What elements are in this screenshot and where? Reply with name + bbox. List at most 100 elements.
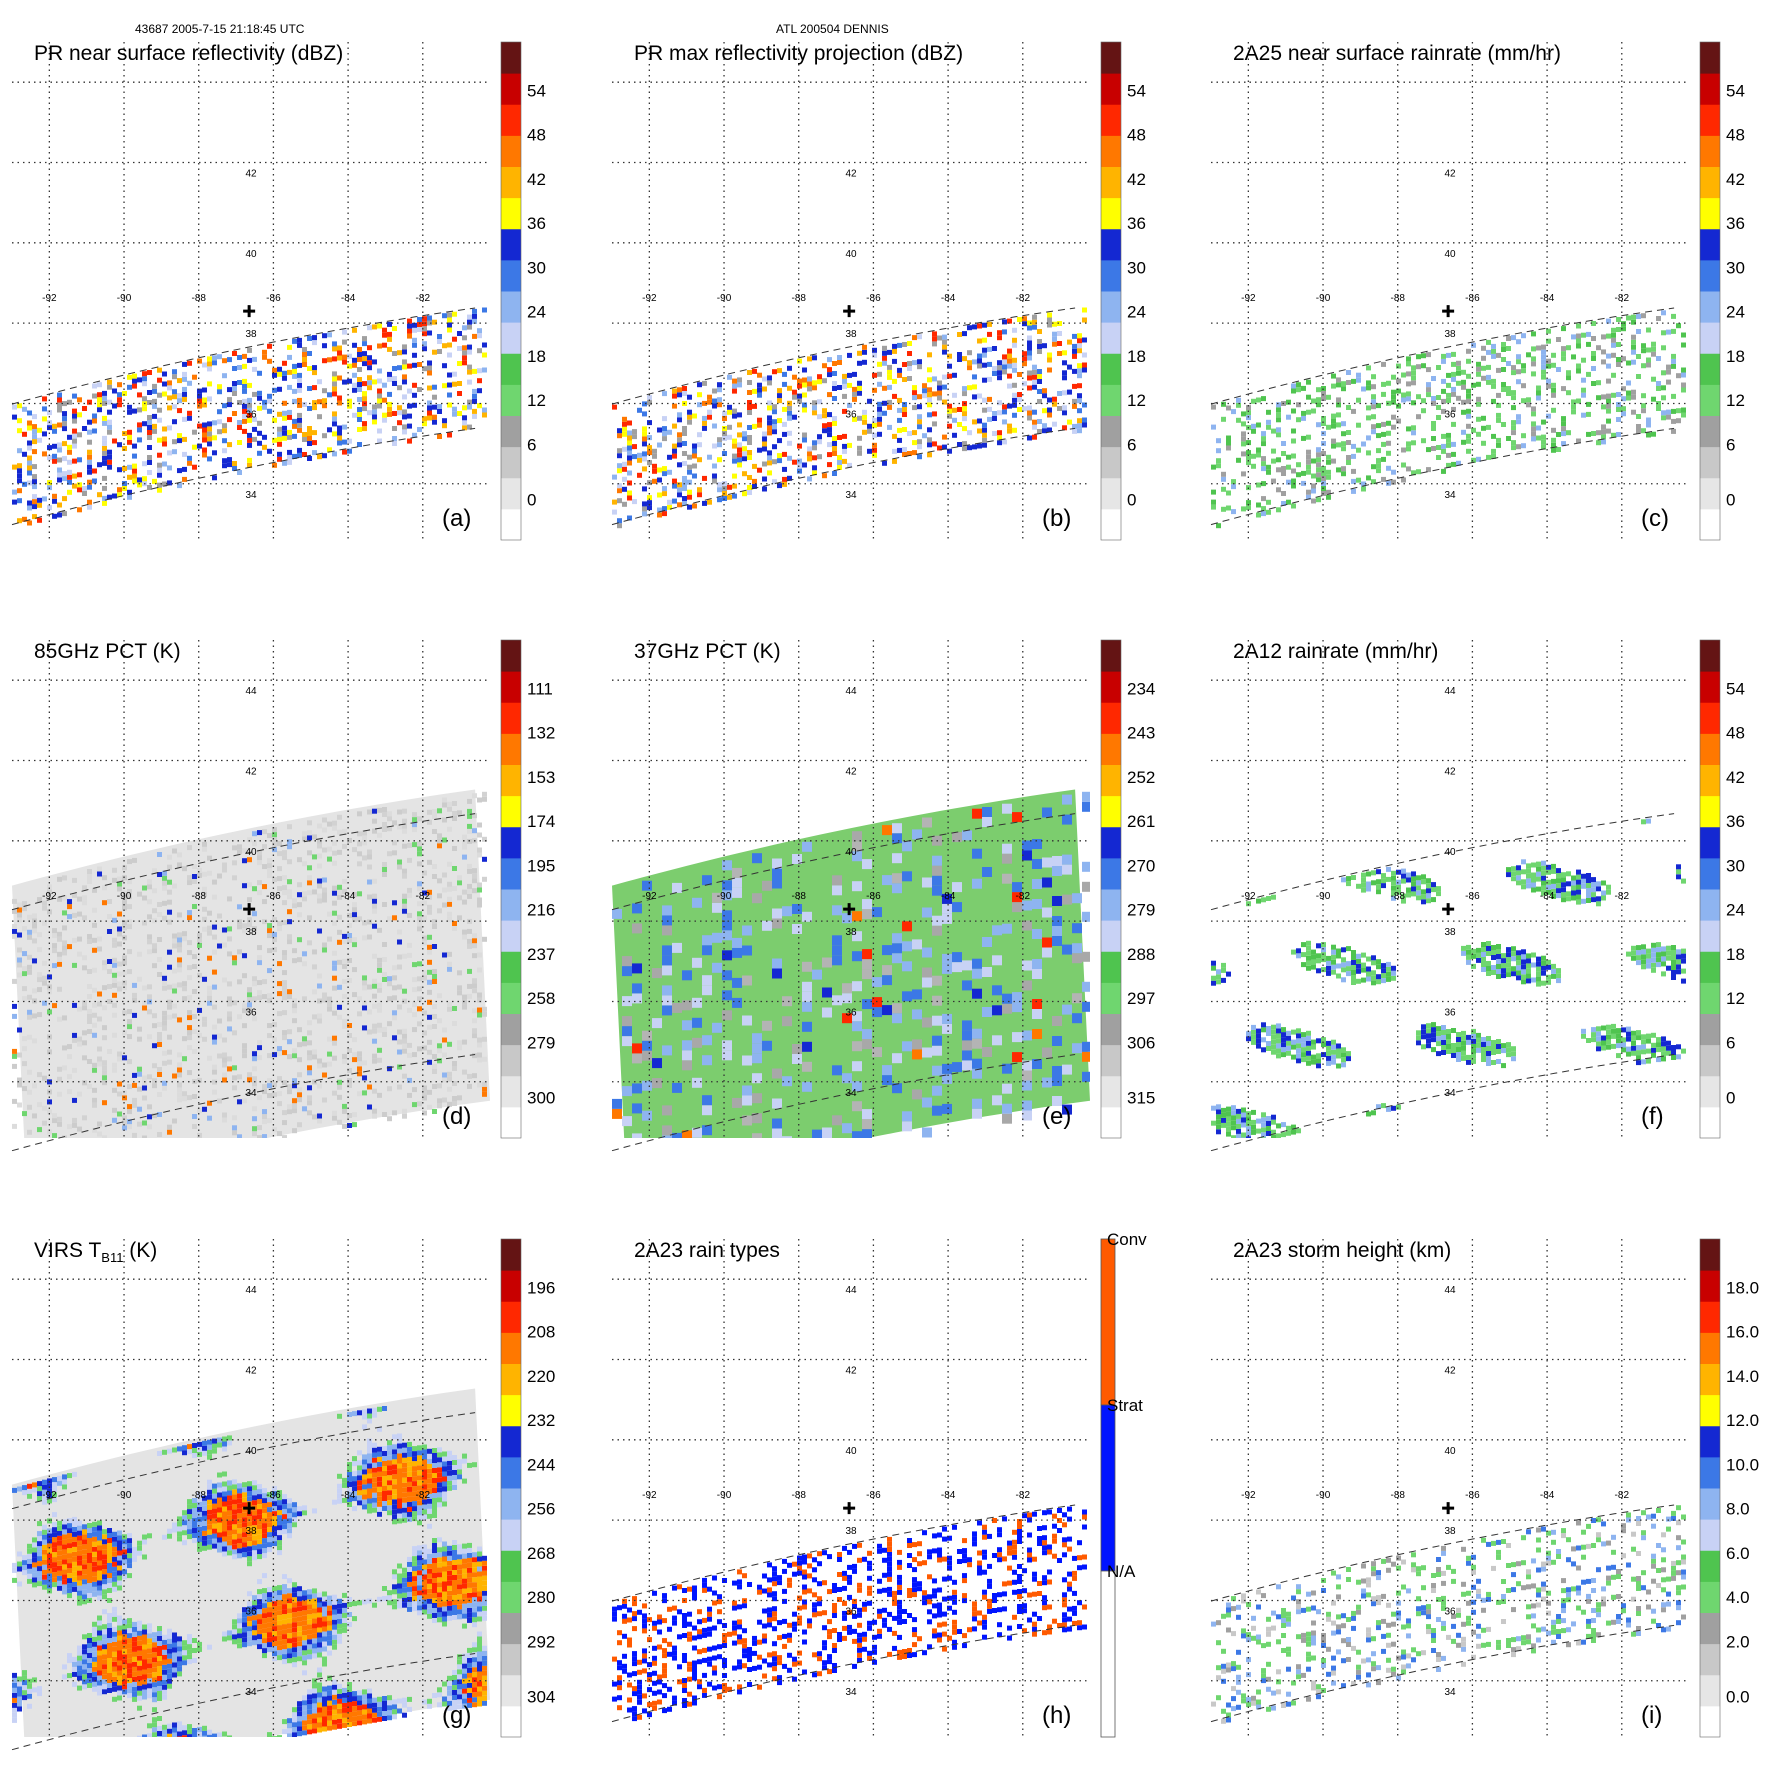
- field-pixel: [847, 372, 852, 378]
- field-pixel: [1216, 969, 1221, 975]
- field-pixel: [1221, 506, 1226, 512]
- field-pixel: [337, 889, 342, 895]
- field-pixel: [302, 352, 307, 357]
- field-pixel: [52, 453, 57, 459]
- field-pixel: [1371, 414, 1376, 420]
- field-pixel: [1356, 447, 1361, 453]
- colorbar-tick-label: 234: [1127, 679, 1155, 698]
- field-pixel: [167, 1014, 172, 1020]
- field-pixel: [377, 957, 382, 963]
- field-pixel: [1681, 367, 1686, 373]
- field-pixel: [1316, 447, 1321, 453]
- storm-center-marker: [1442, 305, 1455, 318]
- lat-label: 36: [845, 409, 857, 420]
- field-pixel: [832, 885, 842, 896]
- field-pixel: [72, 393, 77, 399]
- field-pixel: [447, 342, 452, 348]
- field-pixel: [247, 357, 252, 363]
- field-pixel: [1486, 1061, 1491, 1066]
- field-pixel: [57, 1121, 62, 1127]
- field-pixel: [932, 875, 942, 886]
- field-pixel: [1621, 326, 1626, 332]
- field-pixel: [1466, 448, 1471, 454]
- field-pixel: [157, 437, 162, 443]
- field-pixel: [1336, 953, 1341, 959]
- field-pixel: [27, 445, 32, 451]
- field-pixel: [312, 400, 317, 406]
- field-pixel: [1256, 482, 1261, 488]
- field-pixel: [267, 1078, 272, 1084]
- field-pixel: [1231, 1105, 1236, 1111]
- field-pixel: [242, 363, 247, 369]
- field-pixel: [1471, 1043, 1476, 1049]
- field-pixel: [682, 431, 687, 436]
- field-pixel: [622, 461, 627, 467]
- field-pixel: [147, 430, 152, 435]
- field-pixel: [1321, 1052, 1326, 1058]
- field-pixel: [1581, 387, 1586, 393]
- field-pixel: [1516, 444, 1521, 450]
- field-pixel: [1301, 1057, 1306, 1063]
- field-pixel: [637, 457, 642, 463]
- field-pixel: [932, 885, 942, 896]
- field-pixel: [312, 450, 317, 456]
- colorbar-segment: [1101, 384, 1121, 416]
- field-pixel: [172, 1013, 177, 1019]
- field-pixel: [1481, 947, 1486, 952]
- field-pixel: [682, 461, 687, 466]
- field-pixel: [282, 1080, 287, 1086]
- field-pixel: [1421, 879, 1426, 885]
- field-pixel: [207, 955, 212, 961]
- field-pixel: [352, 372, 357, 378]
- field-pixel: [812, 405, 817, 411]
- field-pixel: [1426, 883, 1431, 889]
- field-pixel: [212, 1034, 217, 1040]
- field-pixel: [382, 957, 387, 962]
- field-pixel: [147, 470, 152, 475]
- field-pixel: [377, 982, 382, 988]
- field-pixel: [802, 1081, 812, 1092]
- field-pixel: [417, 916, 422, 922]
- field-pixel: [812, 1129, 822, 1138]
- field-pixel: [87, 454, 92, 460]
- field-pixel: [382, 1032, 387, 1037]
- field-pixel: [202, 1152, 207, 1157]
- field-pixel: [1321, 451, 1326, 456]
- field-pixel: [132, 478, 137, 484]
- field-pixel: [147, 435, 152, 440]
- field-pixel: [122, 1115, 127, 1121]
- field-pixel: [882, 400, 887, 406]
- field-pixel: [1606, 378, 1611, 384]
- field-pixel: [407, 1007, 412, 1013]
- field-pixel: [137, 1066, 142, 1072]
- field-pixel: [482, 1006, 487, 1012]
- field-pixel: [1551, 437, 1556, 443]
- field-pixel: [832, 875, 842, 886]
- field-pixel: [292, 958, 297, 964]
- field-pixel: [1481, 957, 1486, 962]
- field-pixel: [47, 1109, 52, 1115]
- field-pixel: [222, 1052, 227, 1058]
- field-pixel: [92, 1158, 97, 1163]
- field-pixel: [322, 433, 327, 439]
- colorbar-segment: [1101, 73, 1121, 105]
- field-pixel: [857, 445, 862, 451]
- field-pixel: [1072, 333, 1077, 339]
- field-pixel: [1561, 426, 1566, 432]
- field-pixel: [17, 498, 22, 504]
- field-pixel: [1606, 398, 1611, 404]
- field-pixel: [1301, 1042, 1306, 1048]
- field-pixel: [57, 1016, 62, 1022]
- field-pixel: [197, 423, 202, 429]
- field-pixel: [1321, 967, 1326, 973]
- field-pixel: [297, 892, 302, 898]
- field-pixel: [122, 900, 127, 906]
- field-pixel: [437, 434, 442, 439]
- field-pixel: [1496, 954, 1501, 959]
- field-pixel: [1586, 341, 1591, 347]
- field-pixel: [942, 349, 947, 355]
- field-pixel: [282, 875, 287, 881]
- field-pixel: [422, 1085, 427, 1091]
- field-pixel: [1027, 375, 1032, 381]
- field-pixel: [477, 378, 482, 384]
